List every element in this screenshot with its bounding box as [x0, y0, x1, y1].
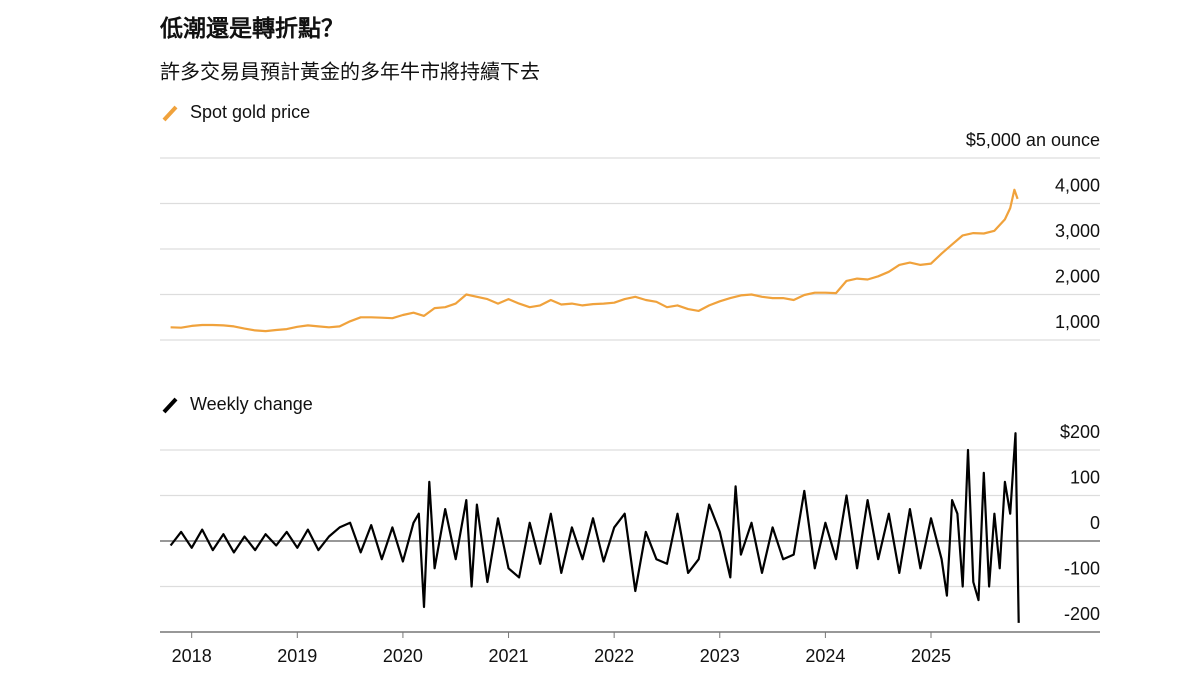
- data-line: [169, 432, 1020, 623]
- y-tick-label: 0: [1090, 513, 1100, 533]
- legend-label: Weekly change: [190, 394, 313, 414]
- legend-swatch: [162, 105, 178, 122]
- y-tick-label: $200: [1060, 422, 1100, 442]
- x-tick-label: 2020: [383, 646, 423, 666]
- y-tick-label: -200: [1064, 604, 1100, 624]
- x-tick-label: 2023: [700, 646, 740, 666]
- x-tick-label: 2021: [489, 646, 529, 666]
- x-tick-label: 2019: [277, 646, 317, 666]
- y-tick-label: 3,000: [1055, 221, 1100, 241]
- chart-subtitle: 許多交易員預計黃金的多年牛市將持續下去: [160, 60, 540, 83]
- x-tick-label: 2024: [805, 646, 845, 666]
- y-tick-label: 100: [1070, 467, 1100, 487]
- y-tick-label: 1,000: [1055, 312, 1100, 332]
- data-line: [170, 188, 1019, 333]
- y-tick-label: -100: [1064, 558, 1100, 578]
- legend-swatch: [162, 397, 178, 414]
- legend-label: Spot gold price: [190, 102, 310, 122]
- x-tick-label: 2018: [172, 646, 212, 666]
- y-tick-label: 2,000: [1055, 266, 1100, 286]
- chart-title: 低潮還是轉折點？: [159, 15, 344, 41]
- x-tick-label: 2025: [911, 646, 951, 666]
- x-tick-label: 2022: [594, 646, 634, 666]
- y-tick-label: $5,000 an ounce: [966, 130, 1100, 150]
- y-tick-label: 4,000: [1055, 175, 1100, 195]
